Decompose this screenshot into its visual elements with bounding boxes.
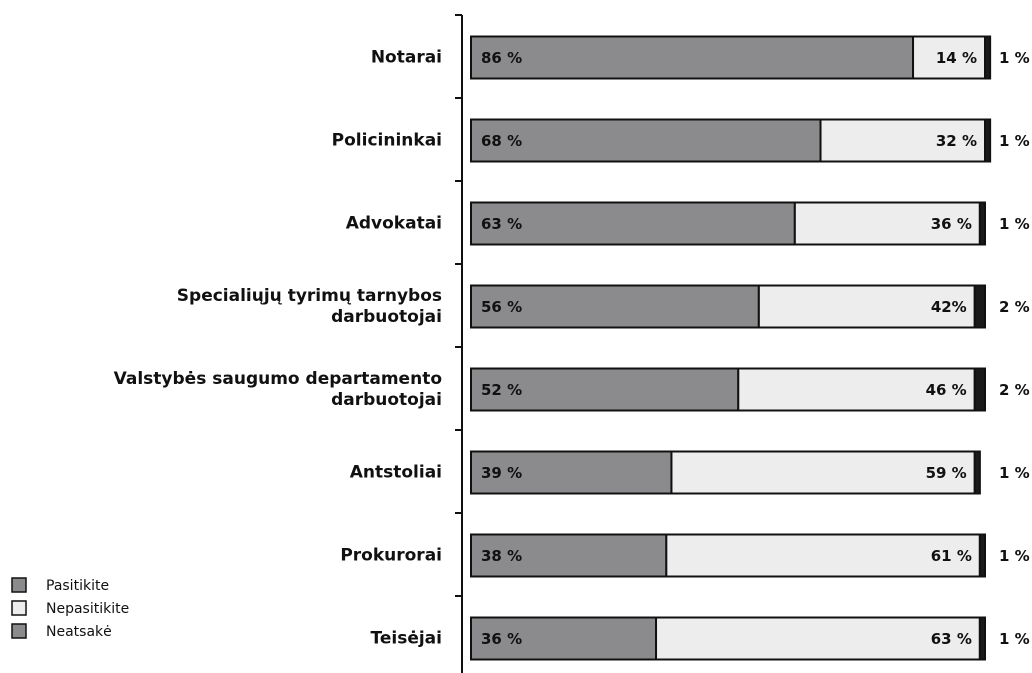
bar-segment bbox=[973, 367, 986, 412]
category-label: Notarai bbox=[370, 47, 442, 67]
bar-segment bbox=[757, 284, 976, 329]
value-label: 68 % bbox=[481, 132, 522, 150]
bar-segment bbox=[470, 450, 673, 495]
bar-segment bbox=[978, 533, 986, 578]
bar-segment bbox=[984, 118, 992, 163]
value-label: 2 % bbox=[999, 381, 1030, 399]
value-label: 36 % bbox=[931, 215, 972, 233]
value-label: 39 % bbox=[481, 464, 522, 482]
bar-segment bbox=[470, 284, 760, 329]
bar-segment bbox=[973, 284, 986, 329]
value-label: 1 % bbox=[999, 215, 1030, 233]
legend-label: Neatsakė bbox=[46, 624, 112, 640]
value-label: 63 % bbox=[931, 630, 972, 648]
legend-swatch bbox=[11, 623, 27, 639]
bar-segment bbox=[470, 35, 915, 80]
value-label: 46 % bbox=[926, 381, 967, 399]
value-label: 32 % bbox=[936, 132, 977, 150]
value-label: 42% bbox=[931, 298, 967, 316]
value-label: 59 % bbox=[926, 464, 967, 482]
value-label: 1 % bbox=[999, 464, 1030, 482]
value-label: 14 % bbox=[936, 49, 977, 67]
category-label: Teisėjai bbox=[370, 628, 442, 648]
category-label: Specialiųjų tyrimų tarnybos darbuotojai bbox=[176, 285, 442, 327]
category-label: Policininkai bbox=[331, 130, 442, 150]
legend-swatch bbox=[11, 600, 27, 616]
category-label: Valstybės saugumo departamento darbuotoj… bbox=[113, 368, 442, 410]
value-label: 1 % bbox=[999, 49, 1030, 67]
legend-swatch bbox=[11, 577, 27, 593]
value-label: 38 % bbox=[481, 547, 522, 565]
value-label: 1 % bbox=[999, 630, 1030, 648]
value-label: 2 % bbox=[999, 298, 1030, 316]
bar-segment bbox=[984, 35, 992, 80]
category-label: Antstoliai bbox=[349, 462, 442, 482]
value-label: 1 % bbox=[999, 547, 1030, 565]
bar-segment bbox=[470, 118, 822, 163]
bar-segment bbox=[978, 201, 986, 246]
bar-segment bbox=[978, 616, 986, 661]
category-label: Advokatai bbox=[345, 213, 442, 233]
legend-label: Pasitikite bbox=[46, 578, 109, 594]
value-label: 61 % bbox=[931, 547, 972, 565]
bar-segment bbox=[470, 201, 796, 246]
value-label: 63 % bbox=[481, 215, 522, 233]
value-label: 52 % bbox=[481, 381, 522, 399]
bar-segment bbox=[470, 616, 658, 661]
value-label: 56 % bbox=[481, 298, 522, 316]
bar-segment bbox=[819, 118, 987, 163]
category-label: Prokurorai bbox=[340, 545, 442, 565]
bar-segment bbox=[793, 201, 981, 246]
value-label: 36 % bbox=[481, 630, 522, 648]
value-label: 1 % bbox=[999, 132, 1030, 150]
bar-segment bbox=[670, 450, 976, 495]
value-label: 86 % bbox=[481, 49, 522, 67]
legend-label: Nepasitikite bbox=[46, 601, 129, 617]
bar-segment bbox=[973, 450, 981, 495]
bar-segment bbox=[470, 367, 740, 412]
bar-segment bbox=[470, 533, 668, 578]
